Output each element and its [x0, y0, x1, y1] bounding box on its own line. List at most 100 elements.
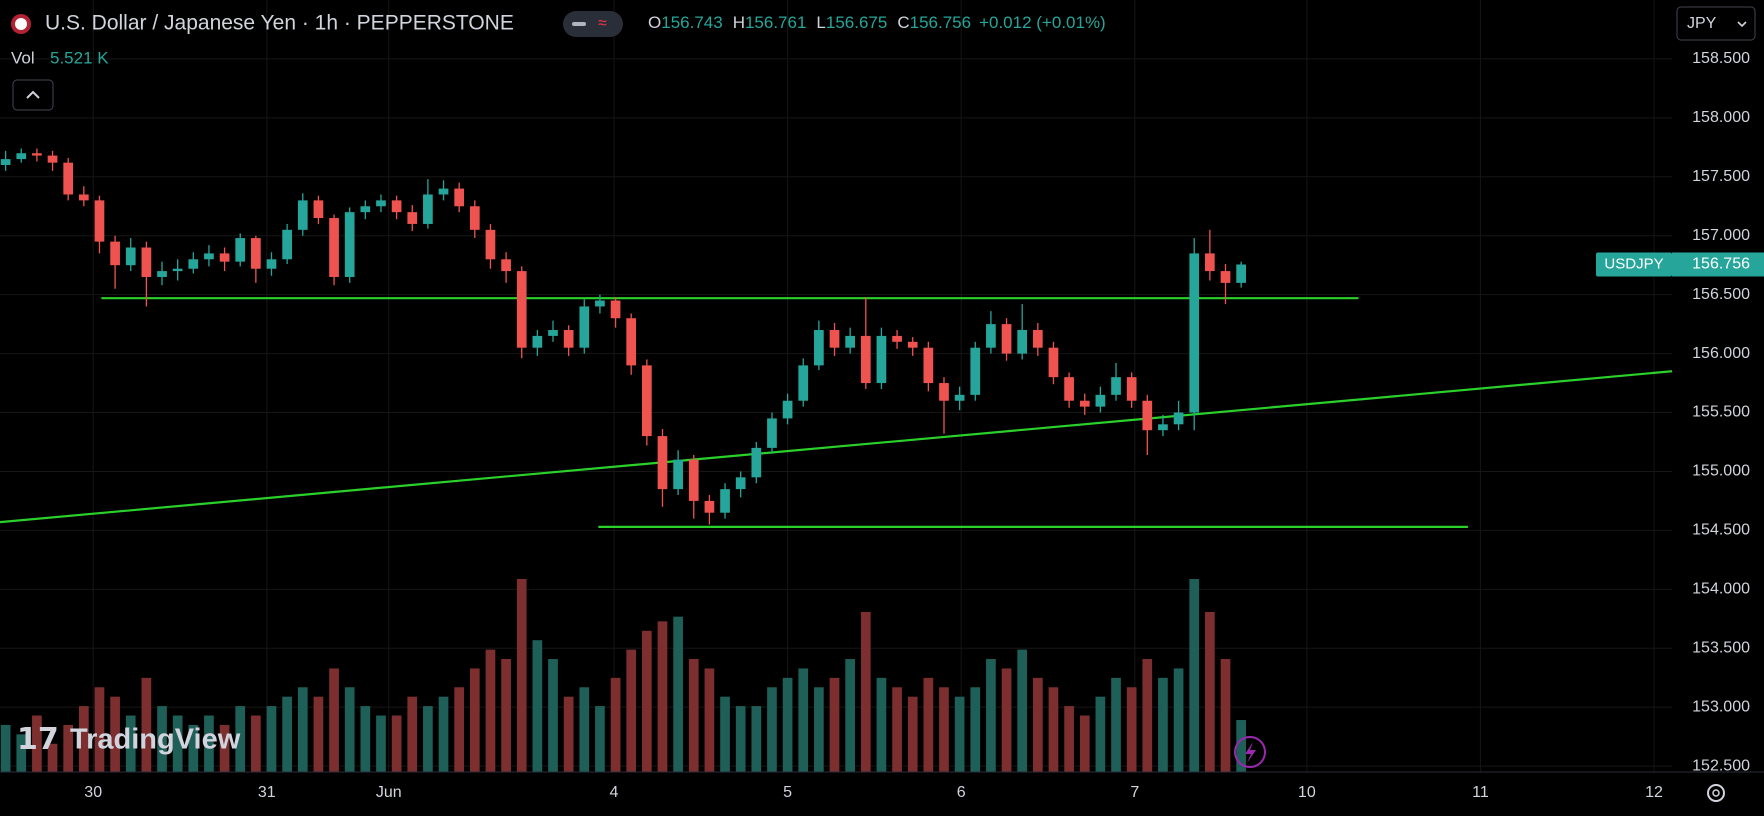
ohlc-value: 156.675: [826, 13, 887, 32]
logo: TradingView: [70, 724, 241, 756]
drawings: [0, 297, 1673, 528]
volume-bar: [1189, 579, 1200, 772]
candle-body: [1079, 400, 1090, 407]
indicator-toggle[interactable]: [563, 11, 623, 37]
candle-body: [735, 477, 746, 490]
candle-body: [1017, 330, 1028, 354]
candle-body: [516, 271, 527, 348]
y-tick-label: 158.000: [1692, 109, 1750, 126]
candle-body: [986, 324, 996, 348]
settings-button[interactable]: [1707, 784, 1725, 802]
y-tick-label: 154.500: [1692, 522, 1750, 539]
candle-body: [63, 162, 74, 195]
candle-body: [829, 330, 840, 348]
candle-body: [1095, 394, 1106, 407]
ohlc-values: O156.743 H156.761 L156.675 C156.756 +0.012 (…: [648, 13, 1106, 32]
volume-bar: [47, 743, 58, 772]
candle-body: [282, 229, 292, 260]
candle-body: [16, 153, 27, 160]
candle-body: [219, 253, 230, 262]
candle-body: [595, 300, 605, 307]
candle-body: [720, 489, 730, 513]
volume-bar: [923, 677, 934, 772]
volume-bar: [626, 649, 637, 772]
y-tick-label: 155.000: [1692, 463, 1750, 480]
candle-body: [798, 365, 809, 401]
candle-body: [1205, 253, 1215, 272]
volume-bar: [94, 687, 105, 772]
axes: 152.500 153.000 153.500 154.000 154.500 155.0…: [84, 50, 1764, 801]
x-tick-label: Jun: [376, 784, 402, 801]
volume-bar: [235, 706, 246, 772]
volume-bar: [0, 724, 11, 772]
candle-body: [845, 335, 856, 348]
candle-body: [1111, 377, 1121, 395]
volume-bar: [1111, 677, 1121, 772]
candle-body: [814, 330, 824, 366]
x-tick-label: 12: [1645, 784, 1663, 801]
volume-bar: [970, 687, 981, 772]
ohlc-key: L: [816, 13, 825, 32]
volume-bar: [735, 706, 746, 772]
volume-bar: [579, 687, 590, 772]
candle-body: [923, 347, 934, 384]
volume-bar: [1158, 677, 1168, 772]
volume-bar: [563, 696, 574, 772]
candle-body: [751, 447, 762, 478]
x-tick-label: 6: [957, 784, 966, 801]
volume-bar: [219, 724, 230, 772]
candle-body: [782, 400, 793, 419]
currency-label: JPY: [1687, 15, 1717, 32]
volume-bar: [32, 715, 42, 772]
y-tick-label: 157.000: [1692, 227, 1750, 244]
currency-dropdown[interactable]: [1676, 6, 1756, 41]
candle-body: [641, 365, 652, 437]
candle-body: [1189, 253, 1200, 413]
volume-bar: [1142, 659, 1153, 772]
volume-bar: [1205, 611, 1215, 772]
candle-body: [1173, 412, 1184, 425]
volume-bar: [376, 715, 386, 772]
volume-bar: [1017, 649, 1028, 772]
volume-bar: [1079, 715, 1090, 772]
volume-bar: [986, 659, 996, 772]
volume-bar: [641, 630, 652, 772]
candle-body: [1142, 400, 1153, 431]
symbol-title[interactable]: U.S. Dollar / Japanese Yen · 1h · PEPPER…: [45, 12, 514, 35]
volume-bar: [16, 734, 27, 772]
volume-bar: [266, 706, 277, 772]
y-tick-label: 157.500: [1692, 168, 1750, 185]
ohlc-value: 156.761: [745, 13, 806, 32]
candle-body: [438, 188, 449, 195]
volume-bar: [63, 724, 74, 772]
volume-bar: [407, 696, 418, 772]
y-tick-label: 153.000: [1692, 698, 1750, 715]
volume-bar: [845, 659, 856, 772]
volume-bar: [954, 696, 965, 772]
candle-body: [376, 200, 386, 207]
volume-bar: [1173, 668, 1184, 772]
candle-body: [251, 238, 261, 269]
lightning-button[interactable]: [1234, 736, 1266, 768]
volume-pane: [0, 579, 1246, 772]
volume-bar: [782, 677, 793, 772]
candle-body: [344, 212, 355, 277]
volume-bar: [125, 715, 136, 772]
candle-body: [485, 229, 496, 260]
volume-bar: [1095, 696, 1106, 772]
volume-bar: [454, 687, 465, 772]
volume-bar: [188, 724, 199, 772]
candle-body: [1158, 424, 1168, 431]
ohlc-key: H: [733, 13, 745, 32]
grid: [0, 0, 1672, 772]
volume-bar: [516, 579, 527, 772]
candle-body: [1126, 377, 1137, 401]
candle-body: [125, 247, 136, 266]
volume-bar: [657, 621, 668, 772]
collapse-button[interactable]: [12, 79, 54, 111]
x-tick-label: 4: [610, 784, 619, 801]
time-axis: [0, 772, 1764, 816]
ohlc-value: 156.743: [661, 13, 722, 32]
flag-icon-inner: [15, 18, 27, 30]
candle-body: [876, 335, 887, 384]
